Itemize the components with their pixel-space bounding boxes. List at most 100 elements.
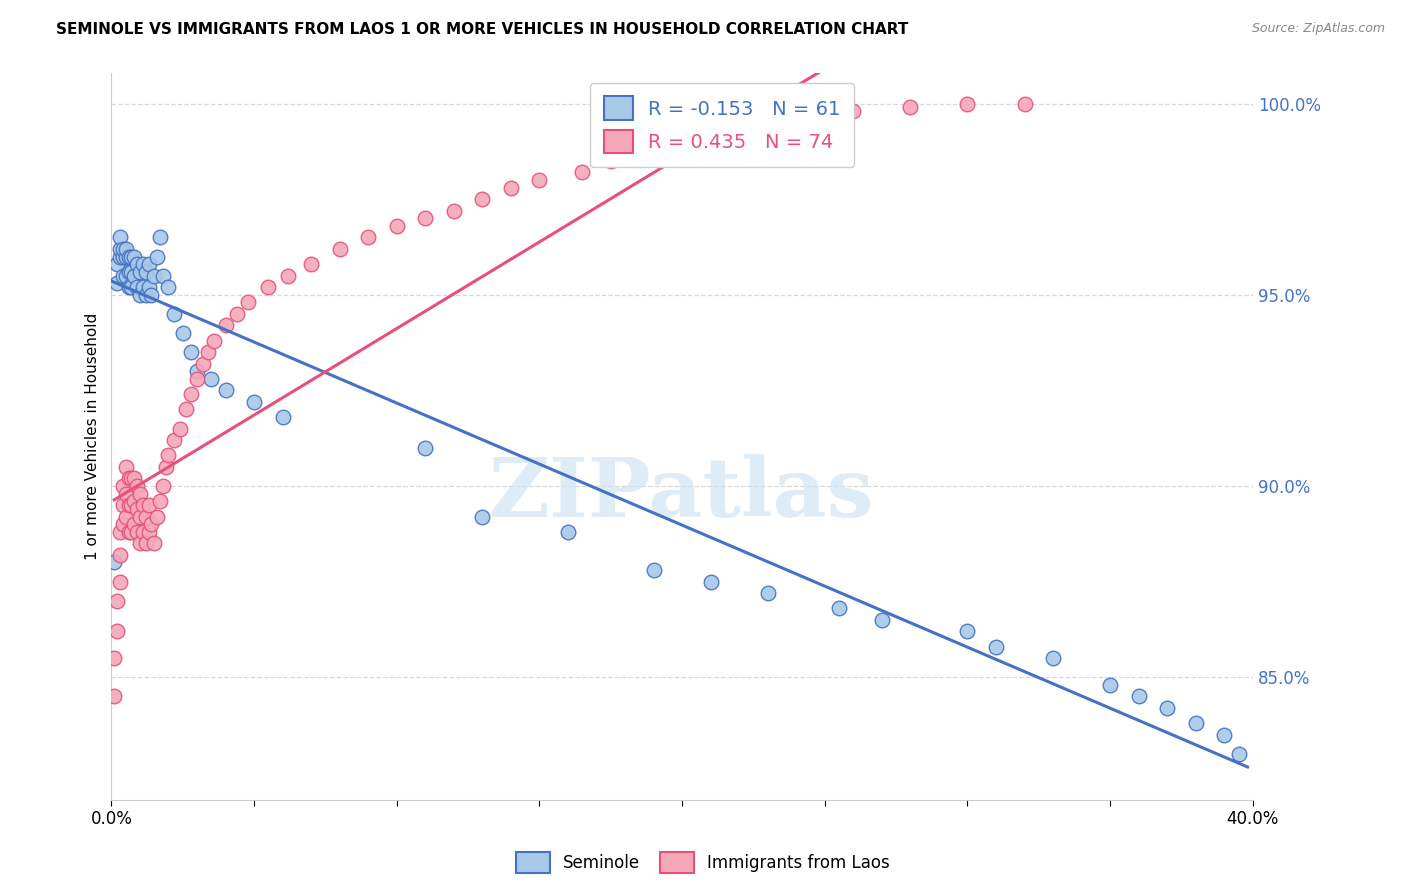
Point bbox=[152, 479, 174, 493]
Point bbox=[120, 498, 142, 512]
Point bbox=[984, 640, 1007, 654]
Point bbox=[357, 230, 380, 244]
Point bbox=[243, 394, 266, 409]
Point bbox=[117, 280, 139, 294]
Point bbox=[180, 345, 202, 359]
Point bbox=[471, 192, 494, 206]
Point bbox=[120, 250, 142, 264]
Point bbox=[138, 257, 160, 271]
Point bbox=[271, 410, 294, 425]
Point bbox=[146, 250, 169, 264]
Point bbox=[385, 219, 408, 233]
Point bbox=[277, 268, 299, 283]
Point bbox=[129, 287, 152, 301]
Point bbox=[299, 257, 322, 271]
Point bbox=[114, 250, 136, 264]
Legend: R = -0.153   N = 61, R = 0.435   N = 74: R = -0.153 N = 61, R = 0.435 N = 74 bbox=[591, 83, 855, 167]
Point bbox=[105, 593, 128, 607]
Point bbox=[122, 250, 145, 264]
Point bbox=[135, 536, 157, 550]
Point bbox=[828, 601, 851, 615]
Point bbox=[111, 268, 134, 283]
Point bbox=[557, 524, 579, 539]
Point bbox=[200, 372, 222, 386]
Point bbox=[132, 257, 155, 271]
Point bbox=[599, 153, 621, 168]
Point bbox=[1128, 690, 1150, 704]
Point bbox=[149, 230, 172, 244]
Point bbox=[127, 479, 149, 493]
Point bbox=[114, 268, 136, 283]
Point bbox=[799, 112, 821, 126]
Point bbox=[628, 143, 651, 157]
Point bbox=[756, 586, 779, 600]
Point bbox=[108, 574, 131, 589]
Point bbox=[111, 250, 134, 264]
Point bbox=[214, 318, 236, 333]
Point bbox=[120, 471, 142, 485]
Point bbox=[1156, 700, 1178, 714]
Point bbox=[202, 334, 225, 348]
Point bbox=[114, 242, 136, 256]
Point bbox=[900, 100, 922, 114]
Point bbox=[105, 257, 128, 271]
Point bbox=[111, 498, 134, 512]
Point bbox=[413, 211, 436, 226]
Point bbox=[127, 257, 149, 271]
Point bbox=[571, 165, 593, 179]
Point bbox=[132, 280, 155, 294]
Point bbox=[117, 524, 139, 539]
Point bbox=[117, 471, 139, 485]
Text: ZIPatlas: ZIPatlas bbox=[489, 454, 875, 534]
Point bbox=[138, 524, 160, 539]
Point bbox=[127, 524, 149, 539]
Point bbox=[141, 517, 163, 532]
Text: Source: ZipAtlas.com: Source: ZipAtlas.com bbox=[1251, 22, 1385, 36]
Point bbox=[108, 548, 131, 562]
Point bbox=[186, 372, 208, 386]
Point bbox=[138, 498, 160, 512]
Text: SEMINOLE VS IMMIGRANTS FROM LAOS 1 OR MORE VEHICLES IN HOUSEHOLD CORRELATION CHA: SEMINOLE VS IMMIGRANTS FROM LAOS 1 OR MO… bbox=[56, 22, 908, 37]
Point bbox=[226, 307, 249, 321]
Point bbox=[163, 433, 186, 447]
Point bbox=[135, 509, 157, 524]
Point bbox=[157, 280, 180, 294]
Point bbox=[756, 120, 779, 134]
Point bbox=[1213, 727, 1236, 741]
Point bbox=[146, 509, 169, 524]
Point bbox=[1099, 678, 1122, 692]
Point bbox=[108, 230, 131, 244]
Point bbox=[870, 613, 893, 627]
Point bbox=[129, 509, 152, 524]
Point bbox=[108, 250, 131, 264]
Point bbox=[1227, 747, 1250, 761]
Point bbox=[120, 265, 142, 279]
Point bbox=[238, 295, 260, 310]
Point bbox=[149, 494, 172, 508]
Point bbox=[956, 624, 979, 639]
Legend: Seminole, Immigrants from Laos: Seminole, Immigrants from Laos bbox=[510, 846, 896, 880]
Point bbox=[122, 494, 145, 508]
Point bbox=[671, 135, 693, 149]
Point bbox=[108, 242, 131, 256]
Point bbox=[643, 563, 665, 577]
Point bbox=[103, 556, 125, 570]
Point bbox=[129, 536, 152, 550]
Point bbox=[157, 449, 180, 463]
Point bbox=[120, 280, 142, 294]
Point bbox=[108, 524, 131, 539]
Y-axis label: 1 or more Vehicles in Household: 1 or more Vehicles in Household bbox=[86, 312, 100, 560]
Point bbox=[174, 402, 197, 417]
Point bbox=[191, 357, 214, 371]
Point bbox=[143, 536, 166, 550]
Point bbox=[169, 421, 191, 435]
Point bbox=[155, 459, 177, 474]
Point bbox=[120, 524, 142, 539]
Point bbox=[111, 517, 134, 532]
Point bbox=[143, 268, 166, 283]
Point bbox=[329, 242, 352, 256]
Point bbox=[699, 574, 721, 589]
Point bbox=[443, 203, 465, 218]
Point bbox=[117, 250, 139, 264]
Point bbox=[842, 104, 865, 119]
